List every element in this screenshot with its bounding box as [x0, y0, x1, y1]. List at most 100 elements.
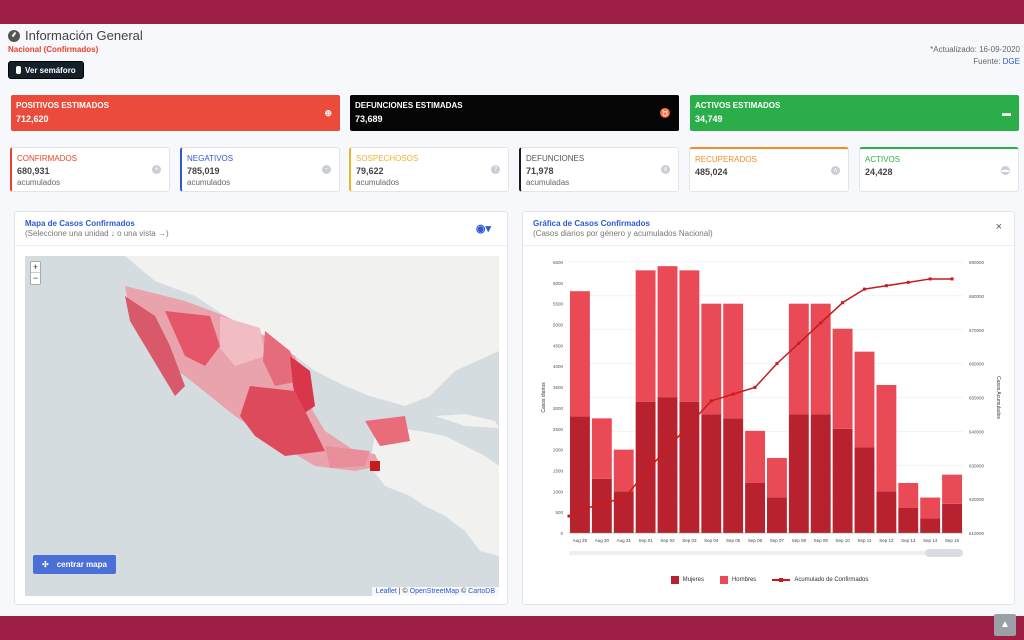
close-icon[interactable]: × [995, 221, 1002, 233]
card-defunciones-estimadas: DEFUNCIONES ESTIMADAS 73,689 ♉ [350, 95, 679, 131]
range-navigator-track [569, 551, 963, 555]
legend-item-hombres[interactable]: Hombres [719, 576, 756, 584]
chevron-up-icon: ▲ [1000, 619, 1010, 630]
card-label: DEFUNCIONES [526, 154, 585, 163]
ver-semaforo-label: Ver semáforo [25, 65, 76, 75]
updated-text: *Actualizado: 16-09-2020 [930, 45, 1020, 54]
source-link[interactable]: DGE [1002, 57, 1020, 66]
bar-mujeres [810, 414, 831, 533]
bar-hombres [854, 351, 875, 448]
card-label: RECUPERADOS [695, 155, 757, 164]
card-value: 34,749 [695, 114, 723, 124]
legend-line-acumulado [772, 578, 791, 582]
x-tick-label: Sep 03 [682, 538, 697, 543]
scroll-to-top-button[interactable]: ▲ [994, 614, 1016, 636]
walking-person-icon: ᴧ [831, 166, 840, 175]
legend-item-acumulado[interactable]: Acumulado de Confirmados [772, 576, 868, 584]
point-acumulado [950, 277, 954, 281]
point-acumulado [775, 362, 779, 366]
question-circle-icon: ? [491, 165, 500, 174]
y-tick-label: 4500 [553, 343, 564, 348]
center-map-button[interactable]: ✣ centrar mapa [33, 555, 116, 574]
plus-circle-icon: + [152, 165, 161, 174]
y-tick-label: 3000 [553, 406, 564, 411]
x-tick-label: Sep 08 [792, 538, 807, 543]
map-canvas[interactable] [25, 256, 499, 596]
legend-label-acumulado: Acumulado de Confirmados [794, 577, 869, 583]
point-acumulado [600, 501, 604, 505]
dashboard-page: Información General Nacional (Confirmado… [0, 24, 1024, 636]
tabasco [370, 461, 380, 471]
y-tick-label: 4000 [553, 364, 564, 369]
legend-label-mujeres: Mujeres [682, 577, 704, 583]
zoom-out-button[interactable]: − [32, 273, 39, 283]
y-right-tick-label: 620000 [969, 497, 985, 502]
central-america-land [370, 428, 499, 556]
map-panel-title: Mapa de Casos Confirmados [25, 219, 135, 228]
leaflet-link[interactable]: Leaflet [375, 588, 397, 595]
bar-hombres [679, 270, 700, 402]
bottom-band [0, 616, 1024, 640]
y-right-tick-label: 650000 [969, 396, 985, 401]
card-label: POSITIVOS ESTIMADOS [16, 101, 109, 110]
x-tick-label: Sep 12 [879, 538, 894, 543]
cases-chart: 610000 620000 630000 640000 650000 660000 6700… [541, 260, 1001, 557]
attribution-sep1: | © [398, 588, 408, 595]
x-tick-label: Sep 02 [660, 538, 675, 543]
card-confirmados: CONFIRMADOS 680,931 acumulados + [10, 147, 170, 192]
usa-land [125, 256, 499, 406]
bar-hombres [657, 266, 678, 398]
y-axis-label: Casos diarios [541, 382, 547, 413]
x-tick-label: Sep 15 [945, 538, 960, 543]
zoom-control: + − [30, 261, 41, 285]
bar-mujeres [635, 401, 656, 533]
bar-hombres [723, 303, 744, 419]
legend-swatch-hombres [719, 576, 728, 584]
y-right-tick-label: 640000 [969, 429, 985, 434]
y-right-tick-label: 670000 [969, 328, 985, 333]
ribbon-icon: ♉ [659, 108, 671, 118]
ver-semaforo-button[interactable]: Ver semáforo [8, 61, 84, 79]
page-title-text: Información General [25, 28, 143, 43]
bar-hombres [788, 303, 809, 415]
x-tick-label: Sep 04 [704, 538, 719, 543]
y-tick-label: 6000 [553, 281, 564, 286]
x-tick-label: Sep 14 [923, 538, 938, 543]
point-acumulado [709, 399, 713, 403]
legend-swatch-mujeres [670, 576, 679, 584]
bar-hombres [942, 474, 962, 504]
line-acumulado [568, 278, 953, 517]
central-states [240, 386, 325, 456]
zoom-in-button[interactable]: + [31, 262, 40, 273]
card-unit: acumulados [187, 178, 231, 187]
point-acumulado [928, 277, 932, 281]
cartodb-link[interactable]: CartoDB [468, 588, 495, 595]
choropleth-map[interactable]: + − ✣ centrar mapa Leaflet | © OpenStree… [25, 256, 499, 596]
eye-view-icon[interactable]: ◉▾ [475, 223, 491, 235]
card-value: 24,428 [865, 167, 893, 177]
bar-mujeres [898, 507, 919, 533]
map-panel-header: Mapa de Casos Confirmados (Seleccione un… [15, 212, 507, 246]
range-navigator-handle [925, 549, 963, 557]
card-value: 785,019 [187, 166, 220, 176]
bar-hombres [810, 303, 831, 415]
y-right-axis-label: Casos Acumulados [995, 376, 1001, 419]
card-activos-estimados: ACTIVOS ESTIMADOS 34,749 ▬ [690, 95, 1019, 131]
legend-item-mujeres[interactable]: Mujeres [670, 576, 704, 584]
bar-hombres [832, 328, 853, 429]
y-tick-label: 2000 [553, 448, 564, 453]
x-tick-label: Sep 09 [814, 538, 829, 543]
minus-circle-icon: − [322, 165, 331, 174]
bar-mujeres [854, 447, 875, 533]
card-unit: acumulados [17, 178, 61, 187]
bar-mujeres [679, 401, 700, 533]
bar-hombres [635, 270, 656, 402]
chihuahua [220, 316, 265, 366]
y-right-tick-label: 610000 [969, 531, 985, 536]
bar-hombres [920, 497, 941, 519]
osm-link[interactable]: OpenStreetMap [409, 588, 460, 595]
center-map-label: centrar mapa [56, 560, 107, 569]
bar-hombres [767, 457, 787, 498]
bar-hombres [701, 303, 722, 415]
card-value: 680,931 [17, 166, 50, 176]
